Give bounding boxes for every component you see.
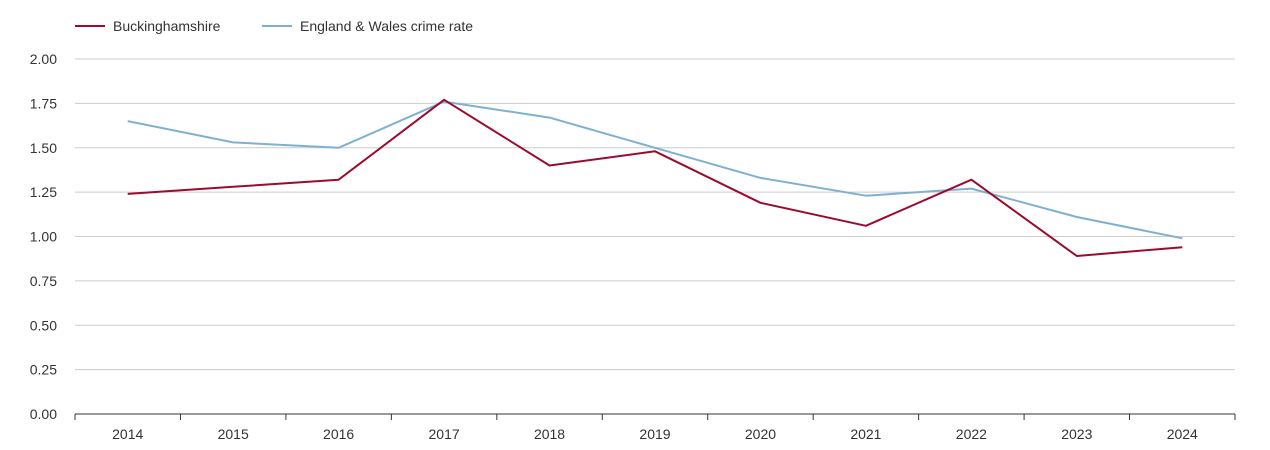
y-tick-label: 0.75 bbox=[30, 273, 57, 289]
legend-label-england-wales: England & Wales crime rate bbox=[300, 18, 473, 34]
y-tick-label: 0.00 bbox=[30, 406, 57, 422]
x-tick-label: 2016 bbox=[323, 426, 354, 442]
grid bbox=[75, 58, 1235, 415]
y-tick-label: 1.75 bbox=[30, 95, 57, 111]
series-lines bbox=[127, 98, 1183, 257]
y-tick-label: 1.50 bbox=[30, 140, 57, 156]
series-line-england-wales bbox=[127, 100, 1183, 240]
x-tick-label: 2022 bbox=[956, 426, 987, 442]
y-tick-label: 1.00 bbox=[30, 229, 57, 245]
y-tick-label: 0.25 bbox=[30, 362, 57, 378]
y-tick-label: 2.00 bbox=[30, 51, 57, 67]
x-tick-label: 2014 bbox=[112, 426, 143, 442]
y-tick-label: 1.25 bbox=[30, 184, 57, 200]
x-axis: 2014 2015 2016 2017 2018 2019 2020 2021 2022 2023… bbox=[74, 414, 1236, 442]
x-tick-label: 2019 bbox=[639, 426, 670, 442]
x-tick-label: 2021 bbox=[850, 426, 881, 442]
y-axis: 0.00 0.25 0.50 0.75 1.00 1.25 1.50 1.75 2.00 bbox=[30, 51, 57, 422]
x-tick-label: 2015 bbox=[218, 426, 249, 442]
x-tick-label: 2017 bbox=[429, 426, 460, 442]
y-tick-label: 0.50 bbox=[30, 317, 57, 333]
x-tick-label: 2020 bbox=[745, 426, 776, 442]
legend-label-buckinghamshire: Buckinghamshire bbox=[113, 18, 221, 34]
x-tick-label: 2024 bbox=[1167, 426, 1198, 442]
x-tick-label: 2023 bbox=[1061, 426, 1092, 442]
legend: Buckinghamshire England & Wales crime ra… bbox=[75, 18, 473, 34]
series-line-buckinghamshire bbox=[127, 98, 1183, 257]
x-tick-label: 2018 bbox=[534, 426, 565, 442]
